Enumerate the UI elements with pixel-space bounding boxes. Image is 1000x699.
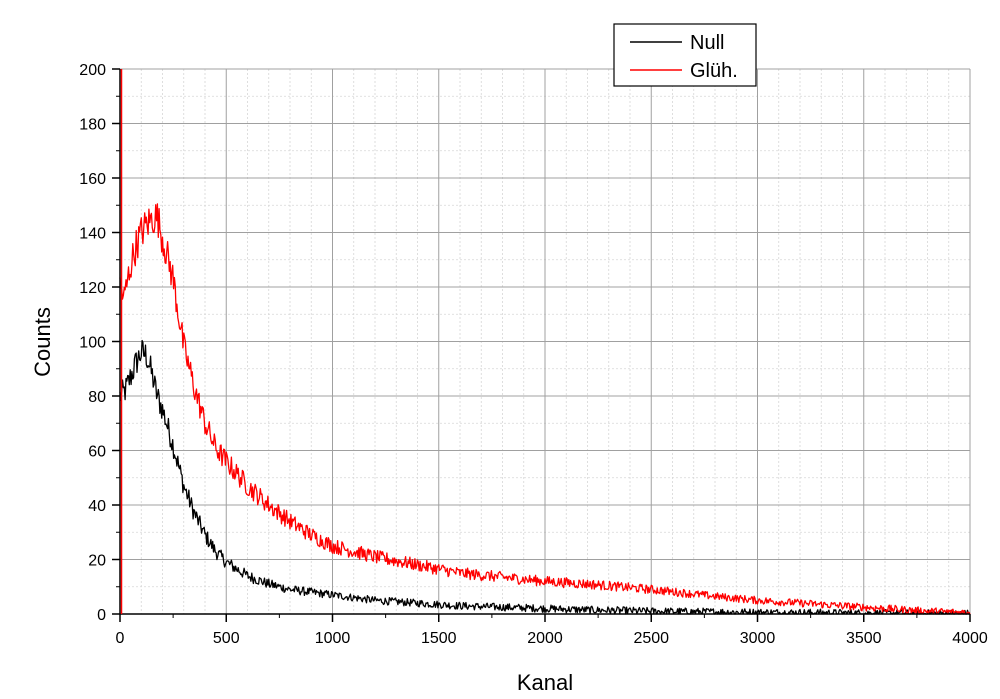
series-layer [119, 203, 971, 615]
series-line-null [119, 339, 970, 615]
y-tick-label: 20 [88, 553, 106, 570]
x-tick-label: 1000 [315, 630, 351, 647]
x-tick-label: 4000 [952, 630, 988, 647]
x-tick-label: 3500 [846, 630, 882, 647]
x-tick-label: 3000 [740, 630, 776, 647]
x-tick-label: 2000 [527, 630, 563, 647]
y-tick-label: 40 [88, 498, 106, 515]
y-tick-label: 200 [79, 62, 106, 79]
legend-box [613, 23, 757, 87]
y-tick-label: 120 [79, 280, 106, 297]
x-tick-label: 2500 [633, 630, 669, 647]
x-axis-title: Kanal [517, 670, 573, 695]
y-tick-label: 60 [88, 444, 106, 461]
y-tick-label: 100 [79, 335, 106, 352]
legend: Null Glüh. [613, 23, 757, 87]
y-tick-label: 80 [88, 389, 106, 406]
x-tick-label: 1500 [421, 630, 457, 647]
x-tick-label: 500 [213, 630, 240, 647]
y-tick-label: 0 [97, 607, 106, 624]
y-tick-label: 180 [79, 117, 106, 134]
y-tick-label: 140 [79, 226, 106, 243]
y-tick-label: 160 [79, 171, 106, 188]
series-line-gluh [119, 203, 971, 615]
legend-label-gluh: Glüh. [690, 60, 738, 82]
major-grid [120, 68, 971, 614]
x-tick-label: 0 [116, 630, 125, 647]
y-axis-title: Counts [30, 307, 55, 377]
legend-label-null: Null [690, 32, 724, 54]
ticks: 0 500 1000 1500 2000 2500 3000 3500 4000 0 20 40 60 8… [79, 62, 988, 647]
